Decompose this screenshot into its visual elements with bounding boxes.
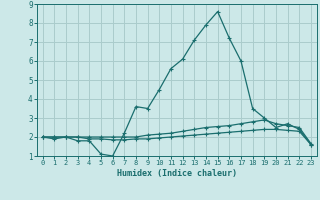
X-axis label: Humidex (Indice chaleur): Humidex (Indice chaleur): [117, 169, 237, 178]
